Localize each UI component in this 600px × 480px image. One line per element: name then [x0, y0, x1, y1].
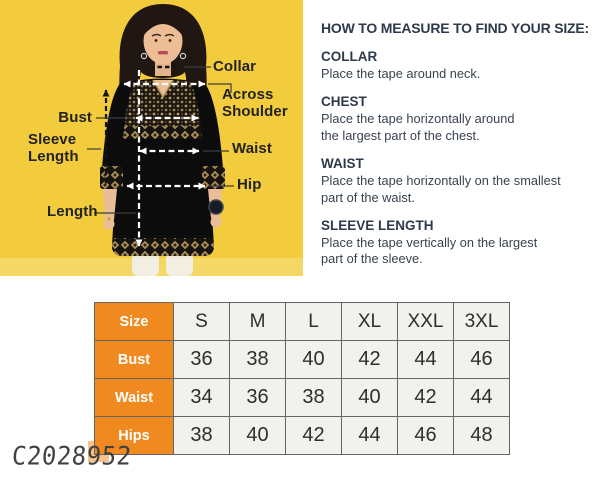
value-cell: 42 [341, 340, 398, 379]
header-cell: XL [341, 302, 398, 341]
row-label: Hips [94, 416, 174, 455]
value-cell: 48 [453, 416, 510, 455]
size-chart-row-hips: Hips 38 40 42 44 46 48 [94, 416, 510, 455]
header-cell: S [173, 302, 230, 341]
section-body: Place the tape horizontally around the l… [321, 111, 515, 143]
header-cell: M [229, 302, 286, 341]
value-cell: 46 [453, 340, 510, 379]
sleeve-length-label: Sleeve Length [28, 131, 79, 165]
size-chart-header-row: Size S M L XL XXL 3XL [94, 302, 510, 341]
across-shoulder-label: Across Shoulder [222, 86, 288, 120]
header-cell: 3XL [453, 302, 510, 341]
value-cell: 38 [285, 378, 342, 417]
value-cell: 42 [285, 416, 342, 455]
across-shoulder-leader [208, 83, 232, 93]
header-cell: XXL [397, 302, 454, 341]
measurement-figure-illustration [0, 0, 303, 276]
header-cell-size: Size [94, 302, 174, 341]
value-cell: 40 [341, 378, 398, 417]
measurement-lines [102, 65, 206, 247]
leggings [132, 252, 193, 276]
size-chart-row-waist: Waist 34 36 38 40 42 44 [94, 378, 510, 417]
value-cell: 44 [397, 340, 454, 379]
label-leader-lines [87, 66, 234, 214]
face [140, 12, 187, 76]
section-title: CHEST [321, 94, 367, 110]
left-cuff [100, 166, 123, 189]
section-title: WAIST [321, 156, 364, 172]
section-title: COLLAR [321, 49, 378, 64]
howto-section-chest: CHEST Place the tape horizontally around… [321, 94, 593, 144]
howto-section-sleeve-length: SLEEVE LENGTH Place the tape vertically … [321, 218, 593, 268]
ring [107, 217, 111, 221]
right-cuff [202, 166, 225, 189]
value-cell: 36 [229, 378, 286, 417]
section-body: Place the tape horizontally on the small… [321, 173, 561, 205]
howto-heading: HOW TO MEASURE TO FIND YOUR SIZE: [321, 20, 589, 36]
howto-section-waist: WAIST Place the tape horizontally on the… [321, 156, 593, 206]
kurti-chest-band [122, 126, 204, 139]
section-body: Place the tape vertically on the largest… [321, 234, 538, 267]
size-chart-table: Size S M L XL XXL 3XL Bust 36 38 40 42 4… [94, 302, 510, 455]
bust-label: Bust [58, 109, 92, 126]
value-cell: 42 [397, 378, 454, 417]
howto-section-collar: COLLAR Place the tape around neck. [321, 49, 593, 82]
value-cell: 40 [229, 416, 286, 455]
section-body: Place the tape around neck. [321, 66, 481, 81]
waist-label: Waist [232, 140, 272, 157]
value-cell: 44 [453, 378, 510, 417]
value-cell: 46 [397, 416, 454, 455]
header-cell: L [285, 302, 342, 341]
value-cell: 40 [285, 340, 342, 379]
length-label: Length [47, 203, 98, 220]
value-cell: 38 [229, 340, 286, 379]
floor-fade [0, 258, 303, 276]
howto-panel: HOW TO MEASURE TO FIND YOUR SIZE: COLLAR… [321, 20, 593, 280]
section-title: SLEEVE LENGTH [321, 217, 434, 233]
value-cell: 38 [173, 416, 230, 455]
wrist-watch [208, 199, 224, 215]
value-cell: 36 [173, 340, 230, 379]
hair [119, 4, 207, 158]
measurement-photo-panel: Collar Across Shoulder Bust Sleeve Lengt… [0, 0, 303, 276]
hip-label: Hip [237, 176, 262, 193]
kurti-hem-band [112, 238, 214, 256]
value-cell: 44 [341, 416, 398, 455]
row-label: Waist [94, 378, 174, 417]
row-label: Bust [94, 340, 174, 379]
product-code: C2028952 [10, 441, 133, 471]
collar-label: Collar [213, 58, 257, 75]
size-chart-row-bust: Bust 36 38 40 42 44 46 [94, 340, 510, 379]
value-cell: 34 [173, 378, 230, 417]
hands [103, 189, 224, 230]
